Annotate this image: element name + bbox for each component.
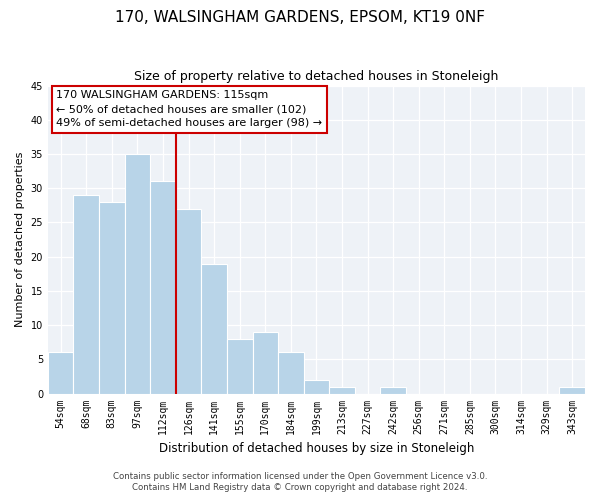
- Text: Contains HM Land Registry data © Crown copyright and database right 2024.: Contains HM Land Registry data © Crown c…: [132, 484, 468, 492]
- Text: 170, WALSINGHAM GARDENS, EPSOM, KT19 0NF: 170, WALSINGHAM GARDENS, EPSOM, KT19 0NF: [115, 10, 485, 25]
- Bar: [125, 154, 150, 394]
- Y-axis label: Number of detached properties: Number of detached properties: [15, 152, 25, 327]
- Text: 170 WALSINGHAM GARDENS: 115sqm
← 50% of detached houses are smaller (102)
49% of: 170 WALSINGHAM GARDENS: 115sqm ← 50% of …: [56, 90, 322, 128]
- Bar: [559, 386, 585, 394]
- Bar: [380, 386, 406, 394]
- Title: Size of property relative to detached houses in Stoneleigh: Size of property relative to detached ho…: [134, 70, 499, 83]
- Bar: [329, 386, 355, 394]
- Bar: [150, 182, 176, 394]
- Bar: [176, 209, 202, 394]
- Bar: [304, 380, 329, 394]
- Bar: [278, 352, 304, 394]
- Text: Contains public sector information licensed under the Open Government Licence v3: Contains public sector information licen…: [113, 472, 487, 481]
- Bar: [73, 195, 99, 394]
- Bar: [99, 202, 125, 394]
- X-axis label: Distribution of detached houses by size in Stoneleigh: Distribution of detached houses by size …: [159, 442, 474, 455]
- Bar: [48, 352, 73, 394]
- Bar: [253, 332, 278, 394]
- Bar: [227, 339, 253, 394]
- Bar: [202, 264, 227, 394]
